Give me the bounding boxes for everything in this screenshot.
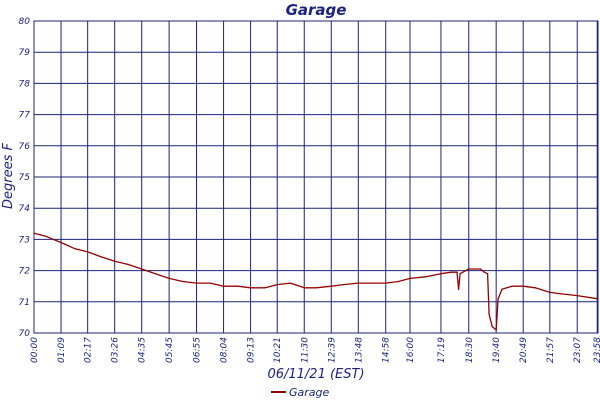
data-point (468, 268, 470, 270)
series-group (33, 232, 598, 331)
x-tick-label: 08:04 (220, 337, 230, 363)
data-point (450, 271, 452, 273)
data-point (549, 291, 551, 294)
data-point (168, 277, 170, 279)
x-tick-label: 06:55 (193, 337, 203, 363)
data-point (486, 273, 489, 275)
y-tick-label: 71 (19, 298, 30, 308)
y-tick-label: 79 (19, 48, 31, 58)
data-point (60, 241, 62, 244)
y-tick-label: 72 (19, 267, 31, 277)
y-tick-label: 70 (19, 329, 31, 339)
x-tick-label: 01:09 (57, 337, 67, 363)
x-tick-label: 00:00 (30, 337, 40, 363)
x-tick-label: 05:45 (165, 337, 175, 363)
data-point (330, 285, 332, 287)
data-point (237, 285, 239, 287)
data-point (276, 284, 278, 286)
data-point (479, 268, 482, 270)
y-tick-label: 80 (19, 17, 31, 27)
data-point (456, 271, 458, 273)
data-point (99, 255, 102, 258)
data-point (249, 287, 252, 289)
y-tick-label: 73 (19, 235, 31, 245)
y-tick-label: 77 (19, 111, 31, 121)
x-tick-label: 11:30 (300, 337, 310, 363)
data-point (440, 273, 442, 275)
data-point (154, 273, 157, 275)
data-point (562, 293, 564, 295)
x-tick-labels: 00:00 01:09 02:17 03:26 04:35 05:45 06:55 08:04… (30, 337, 600, 363)
data-point (264, 287, 266, 289)
data-point (357, 282, 359, 284)
data-point (397, 280, 399, 283)
data-point (74, 248, 76, 250)
x-tick-label: 21:57 (546, 337, 556, 363)
data-point (522, 285, 524, 287)
data-point (127, 263, 129, 265)
data-point (488, 313, 490, 315)
data-point (459, 273, 461, 275)
x-tick-label: 09:13 (247, 337, 257, 363)
x-tick-label: 23:07 (573, 337, 583, 363)
data-point (576, 294, 578, 297)
y-tick-label: 78 (19, 79, 31, 89)
y-tick-labels: 70 71 72 73 74 75 76 77 78 79 80 (19, 17, 31, 339)
data-point (303, 287, 305, 289)
data-point (596, 298, 598, 300)
x-tick-label: 04:35 (138, 337, 148, 363)
data-point (511, 285, 513, 287)
data-point (409, 277, 411, 279)
y-tick-label: 74 (19, 204, 31, 214)
series-line (33, 232, 598, 331)
data-point (289, 282, 292, 284)
x-tick-label: 12:39 (327, 337, 337, 363)
data-point (497, 298, 499, 300)
data-point (534, 287, 536, 289)
data-point (45, 235, 47, 237)
data-point (457, 288, 460, 290)
data-point (501, 288, 503, 290)
data-point (315, 287, 317, 289)
data-point (87, 251, 89, 253)
x-tick-label: 10:21 (273, 337, 283, 363)
data-point (370, 282, 372, 284)
x-tick-label: 14:58 (382, 337, 392, 363)
data-point (425, 276, 427, 278)
data-point (209, 282, 211, 284)
grid-lines (33, 20, 599, 334)
data-point (114, 260, 116, 262)
data-point (182, 280, 184, 283)
chart-title: Garage (286, 1, 347, 19)
x-tick-label: 20:49 (519, 337, 529, 363)
y-tick-label: 76 (19, 142, 31, 152)
legend-label: Garage (289, 386, 330, 399)
data-point (222, 285, 225, 287)
data-point (342, 284, 345, 286)
x-tick-label: 02:17 (84, 337, 94, 363)
data-point (195, 282, 198, 284)
data-point (141, 268, 143, 270)
x-tick-label: 19:40 (492, 337, 502, 363)
x-tick-label: 17:19 (437, 337, 447, 363)
x-axis-label: 06/11/21 (EST) (267, 367, 364, 382)
x-tick-label: 18:30 (465, 337, 475, 363)
x-tick-label: 03:26 (111, 337, 121, 363)
data-point (495, 329, 497, 331)
data-point (385, 282, 387, 284)
legend: Garage (271, 386, 330, 399)
data-point (491, 326, 493, 328)
data-point (483, 271, 486, 273)
y-tick-label: 75 (19, 173, 31, 183)
data-point (33, 232, 35, 234)
x-tick-label: 23:58 (593, 337, 600, 363)
x-tick-label: 13:48 (354, 337, 364, 363)
y-axis-label: Degrees F (1, 142, 16, 209)
x-tick-label: 16:00 (406, 337, 416, 363)
